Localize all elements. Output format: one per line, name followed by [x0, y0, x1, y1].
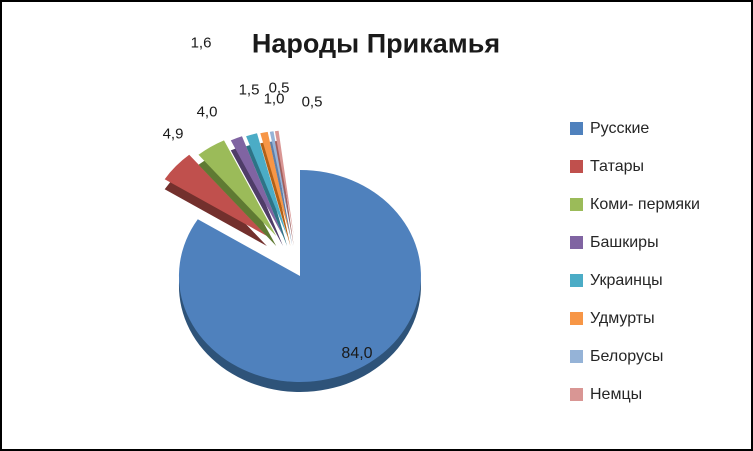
pie-slice-4[interactable] [246, 133, 288, 236]
pie-slice-5[interactable] [260, 131, 291, 236]
data-label-belorusy[interactable]: 0,5 [268, 79, 290, 97]
pie-slice-side-5 [260, 141, 291, 246]
legend-swatch-icon [570, 198, 583, 211]
data-label-russkie[interactable]: 84,0 [341, 345, 373, 362]
legend-swatch-icon [570, 274, 583, 287]
legend-swatch-icon [570, 312, 583, 325]
pie-slice-2[interactable] [198, 140, 277, 236]
legend-swatch-icon [570, 122, 583, 135]
pie-slice-1[interactable] [164, 154, 267, 236]
data-label-bashkiry[interactable]: 1,6 [190, 34, 212, 52]
legend-label: Украинцы [590, 271, 663, 289]
legend-swatch-icon [570, 388, 583, 401]
legend-swatch-icon [570, 236, 583, 249]
pie-slice-side-7 [274, 140, 294, 246]
legend-label: Русские [590, 119, 650, 137]
legend-label: Немцы [590, 385, 643, 403]
pie-slice-side-6 [269, 141, 293, 246]
legend-item-bashkiry[interactable]: Башкиры [570, 234, 700, 251]
pie-slice-3[interactable] [230, 136, 283, 236]
pie-slice-0[interactable] [178, 170, 421, 382]
pie-slice-6[interactable] [269, 131, 293, 236]
legend-item-tatary[interactable]: Татары [570, 158, 700, 175]
legend-item-russkie[interactable]: Русские [570, 120, 700, 137]
pie-slice-side-3 [230, 146, 283, 246]
legend-label: Удмурты [590, 309, 655, 327]
data-label-tatary[interactable]: 4,9 [162, 125, 184, 143]
pie-slice-side-4 [246, 143, 288, 246]
legend-label: Коми- пермяки [590, 195, 700, 213]
legend-label: Татары [590, 157, 645, 175]
legend-item-udmurty[interactable]: Удмурты [570, 310, 700, 327]
legend-item-komi-permyaki[interactable]: Коми- пермяки [570, 196, 700, 213]
legend-swatch-icon [570, 160, 583, 173]
pie-slice-7[interactable] [274, 130, 294, 236]
data-label-udmurty[interactable]: 1,0 [263, 90, 285, 108]
legend-item-ukraintsy[interactable]: Украинцы [570, 272, 700, 289]
legend-item-belorusy[interactable]: Белорусы [570, 348, 700, 365]
data-label-komi-permyaki[interactable]: 4,0 [196, 103, 218, 121]
data-label-nemtsy[interactable]: 0,5 [301, 93, 323, 111]
legend-item-nemtsy[interactable]: Немцы [570, 386, 700, 403]
chart-legend: Русские Татары Коми- пермяки Башкиры Укр… [570, 120, 700, 403]
legend-label: Белорусы [590, 347, 664, 365]
data-label-ukraintsy[interactable]: 1,5 [238, 81, 260, 99]
chart-title[interactable]: Народы Прикамья [251, 28, 501, 59]
legend-swatch-icon [570, 350, 583, 363]
legend-label: Башкиры [590, 233, 659, 251]
